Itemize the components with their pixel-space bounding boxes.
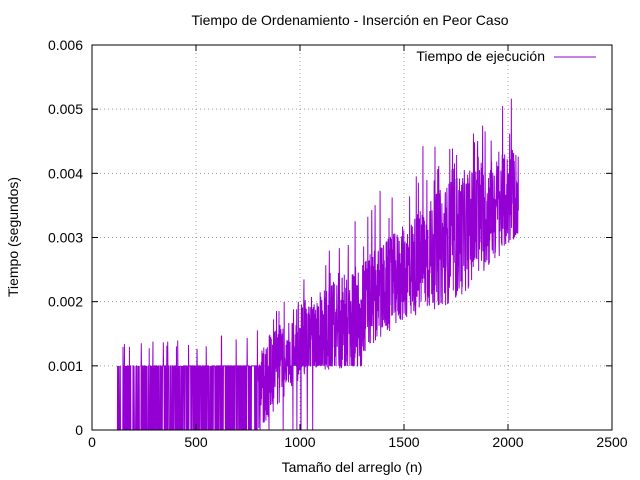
y-tick-label: 0.005: [48, 101, 83, 117]
chart-title: Tiempo de Ordenamiento - Inserción en Pe…: [192, 12, 509, 28]
y-tick-label: 0.006: [48, 37, 83, 53]
tick-labels: 0 500 1000 1500 2000 2500 0 0.001 0.002 0.003 0.00…: [48, 37, 628, 450]
y-axis-label: Tiempo (segundos): [5, 177, 21, 297]
legend-label: Tiempo de ejecución: [416, 48, 545, 64]
x-tick-label: 500: [184, 434, 208, 450]
legend: Tiempo de ejecución: [416, 48, 596, 64]
y-tick-label: 0.004: [48, 165, 83, 181]
axis-ticks: [91, 44, 613, 431]
x-axis-label: Tamaño del arreglo (n): [282, 459, 423, 475]
y-tick-label: 0.003: [48, 230, 83, 246]
x-tick-label: 2000: [492, 434, 523, 450]
series-line: [116, 98, 519, 431]
x-tick-label: 1500: [388, 434, 419, 450]
y-tick-label: 0.002: [48, 294, 83, 310]
x-tick-label: 2500: [596, 434, 627, 450]
x-tick-label: 0: [88, 434, 96, 450]
series-tiempo-de-ejecucion: [116, 98, 519, 431]
x-tick-label: 1000: [284, 434, 315, 450]
y-tick-label: 0.001: [48, 358, 83, 374]
y-tick-label: 0: [75, 422, 83, 438]
